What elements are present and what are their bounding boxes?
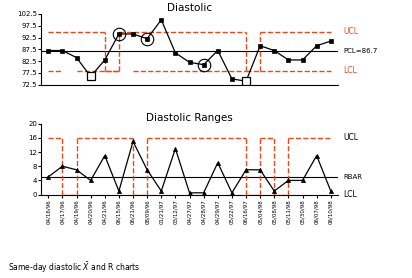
Text: UCL: UCL <box>343 133 358 142</box>
Title: Diastolic Ranges: Diastolic Ranges <box>146 113 233 123</box>
Text: LCL: LCL <box>343 66 357 75</box>
Text: PCL=86.7: PCL=86.7 <box>343 48 378 54</box>
Text: UCL: UCL <box>343 27 358 36</box>
Text: LCL: LCL <box>343 190 357 199</box>
Text: Same-day diastolic $\bar{X}$ and R charts: Same-day diastolic $\bar{X}$ and R chart… <box>8 260 141 275</box>
Title: Diastolic: Diastolic <box>167 3 212 13</box>
Text: RBAR: RBAR <box>343 174 363 180</box>
